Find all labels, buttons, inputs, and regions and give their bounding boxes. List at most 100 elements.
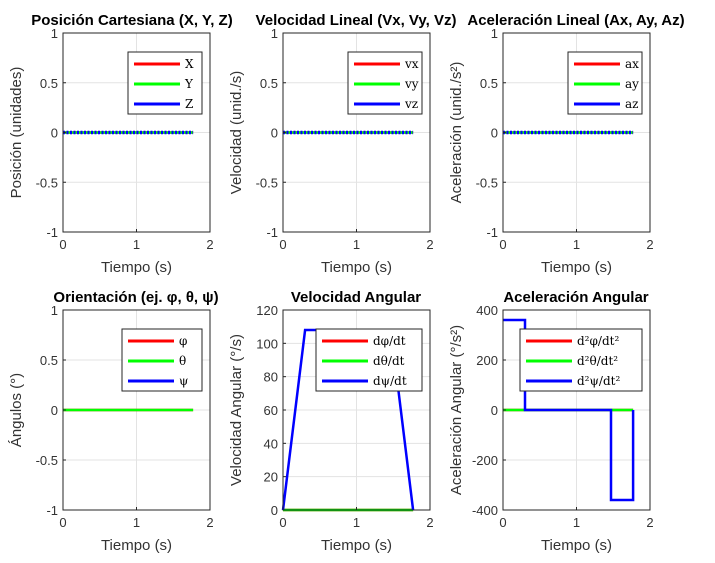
legend: d²φ/dt² d²θ/dt² d²ψ/dt²: [519, 328, 643, 392]
y-tick-label: 40: [264, 436, 278, 451]
legend-label: d²θ/dt²: [577, 354, 618, 368]
legend-label: Z: [185, 97, 193, 111]
y-tick-label: 20: [264, 470, 278, 485]
chart-2: 0 1 2 -1 -0.5 0 0.5 1 Tiempo (s) Velocidad (unid.…: [228, 12, 456, 276]
legend-label: θ: [179, 354, 186, 368]
y-tick-label: 1: [51, 303, 58, 318]
chart-4: 0 1 2 -1 -0.5 0 0.5 1 Tiempo (s) Ángulos (°) Orien…: [8, 289, 219, 554]
legend: vx vy vz: [347, 51, 423, 115]
y-tick-label: 0.5: [40, 76, 58, 91]
x-axis-label: Tiempo (s): [321, 537, 392, 554]
y-axis-label: Velocidad (unid./s): [228, 71, 245, 194]
series-line-3: [503, 318, 635, 502]
chart-title: Posición Cartesiana (X, Y, Z): [31, 12, 232, 29]
chart-1: 0 1 2 -1 -0.5 0 0.5 1 Tiempo (s) Posición (unidad…: [8, 12, 233, 276]
legend-label: X: [185, 57, 194, 71]
y-tick-label: -1: [486, 225, 498, 240]
x-tick-label: 1: [573, 237, 580, 252]
legend: φθψ: [121, 328, 203, 392]
legend-label: az: [625, 97, 638, 111]
x-axis-label: Tiempo (s): [101, 537, 172, 554]
y-tick-label: -1: [46, 503, 58, 518]
y-tick-label: 1: [491, 26, 498, 41]
legend-label: dφ/dt: [373, 334, 406, 348]
x-tick-label: 0: [279, 515, 286, 530]
legend-label: d²ψ/dt²: [577, 374, 620, 388]
x-tick-label: 0: [59, 515, 66, 530]
legend: ax ay az: [567, 51, 643, 115]
y-tick-label: -0.5: [36, 453, 58, 468]
legend-label: vy: [404, 77, 419, 91]
y-tick-label: 120: [256, 303, 278, 318]
legend-label: dψ/dt: [373, 374, 407, 388]
y-tick-label: 60: [264, 403, 278, 418]
x-tick-label: 1: [133, 515, 140, 530]
legend-label: Y: [184, 77, 194, 91]
y-tick-label: 0: [51, 126, 58, 141]
x-axis-label: Tiempo (s): [101, 259, 172, 276]
chart-title: Velocidad Lineal (Vx, Vy, Vz): [256, 12, 457, 29]
legend-label: ψ: [179, 374, 188, 388]
y-tick-label: 200: [476, 353, 498, 368]
y-tick-label: 0.5: [480, 76, 498, 91]
x-tick-label: 0: [499, 515, 506, 530]
legend: dφ/dt dθ/dt dψ/dt: [315, 328, 423, 392]
legend-label: ax: [625, 57, 639, 71]
x-tick-label: 2: [646, 237, 653, 252]
y-tick-label: -0.5: [476, 175, 498, 190]
x-tick-label: 0: [279, 237, 286, 252]
y-tick-label: -0.5: [36, 175, 58, 190]
y-tick-label: -200: [472, 453, 498, 468]
legend-label: d²φ/dt²: [577, 334, 619, 348]
y-tick-label: -0.5: [256, 175, 278, 190]
y-axis-label: Aceleración (unid./s²): [448, 62, 465, 204]
chart-title: Orientación (ej. φ, θ, ψ): [53, 289, 218, 306]
x-tick-label: 0: [59, 237, 66, 252]
chart-title: Velocidad Angular: [291, 289, 421, 306]
y-tick-label: 80: [264, 370, 278, 385]
y-tick-label: 0: [491, 126, 498, 141]
y-tick-label: 0: [271, 126, 278, 141]
chart-3: 0 1 2 -1 -0.5 0 0.5 1 Tiempo (s) Aceleración (uni…: [448, 12, 685, 276]
y-tick-label: -1: [266, 225, 278, 240]
x-axis-label: Tiempo (s): [541, 259, 612, 276]
x-tick-label: 1: [353, 515, 360, 530]
y-axis-label: Posición (unidades): [8, 67, 25, 199]
y-tick-label: -1: [46, 225, 58, 240]
y-tick-label: 0: [491, 403, 498, 418]
x-tick-label: 1: [353, 237, 360, 252]
chart-title: Aceleración Lineal (Ax, Ay, Az): [467, 12, 684, 29]
x-tick-label: 2: [206, 515, 213, 530]
chart-6: 0 1 2 -400 -200 0 200 400 Tiempo (s) Aceleración …: [448, 289, 654, 554]
y-tick-label: 100: [256, 336, 278, 351]
x-tick-label: 2: [206, 237, 213, 252]
y-tick-label: 0.5: [260, 76, 278, 91]
y-tick-label: -400: [472, 503, 498, 518]
chart-title: Aceleración Angular: [503, 289, 648, 306]
y-tick-label: 1: [271, 26, 278, 41]
legend-label: vx: [404, 57, 419, 71]
legend-label: vz: [404, 97, 418, 111]
x-tick-label: 2: [646, 515, 653, 530]
y-tick-label: 400: [476, 303, 498, 318]
x-tick-label: 1: [573, 515, 580, 530]
x-tick-label: 0: [499, 237, 506, 252]
legend-label: dθ/dt: [373, 354, 405, 368]
x-tick-label: 2: [426, 237, 433, 252]
y-axis-label: Ángulos (°): [8, 373, 25, 447]
y-tick-label: 0.5: [40, 353, 58, 368]
y-axis-label: Aceleración Angular (°/s²): [448, 325, 465, 495]
y-axis-label: Velocidad Angular (°/s): [228, 334, 245, 486]
x-tick-label: 1: [133, 237, 140, 252]
x-axis-label: Tiempo (s): [321, 259, 392, 276]
y-tick-label: 1: [51, 26, 58, 41]
legend: XYZ: [127, 51, 203, 115]
y-tick-label: 0: [51, 403, 58, 418]
legend-label: ay: [625, 77, 639, 91]
y-tick-label: 0: [271, 503, 278, 518]
legend-label: φ: [179, 334, 187, 348]
x-tick-label: 2: [426, 515, 433, 530]
x-axis-label: Tiempo (s): [541, 537, 612, 554]
